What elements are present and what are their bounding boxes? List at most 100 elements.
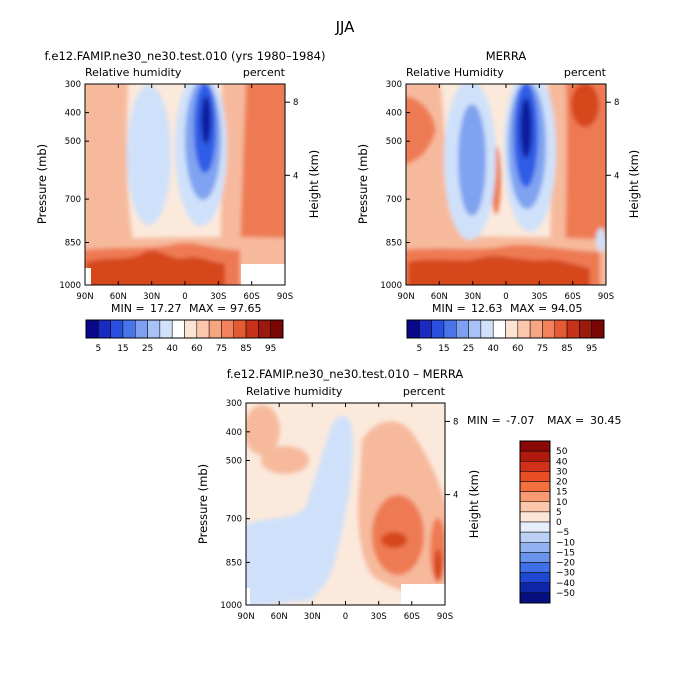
diff-min-value: -7.07 xyxy=(506,414,534,427)
legend-swatch xyxy=(270,319,284,339)
legend-tick-label: 40 xyxy=(166,344,178,354)
merra-max-label: MAX = xyxy=(510,302,547,315)
x-tick-label: 0 xyxy=(182,292,187,302)
merra-field-orange-south xyxy=(564,84,606,285)
diff-field-missing-north xyxy=(246,588,250,605)
legend-tick-label: 15 xyxy=(438,344,449,354)
legend-swatch xyxy=(98,319,111,339)
legend-tick-label: 50 xyxy=(556,447,568,457)
diff-y-tick-labels: 300 400 500 700 850 1000 xyxy=(220,399,242,611)
model-max-label: MAX = xyxy=(189,302,226,315)
x-tick-label: 60N xyxy=(431,292,448,302)
model-panel: f.e12.FAMIP.ne30_ne30.test.010 (yrs 1980… xyxy=(35,49,325,354)
x-tick-label: 60N xyxy=(271,612,288,622)
legend-tick-label: −15 xyxy=(556,548,575,558)
legend-tick-label: 60 xyxy=(512,344,524,354)
legend-swatch xyxy=(542,319,555,339)
model-left-label: Relative humidity xyxy=(85,66,182,79)
y-tick-label: 850 xyxy=(226,558,242,568)
model-y-tick-labels: 300 400 500 700 850 1000 xyxy=(59,80,81,291)
x-tick-label: 90N xyxy=(237,612,254,622)
diff-height-tick-labels: 84 xyxy=(453,417,458,500)
legend-tick-label: 40 xyxy=(556,457,568,467)
merra-min-label: MIN = xyxy=(432,302,466,315)
legend-frame xyxy=(85,319,284,339)
legend-tick-label: −20 xyxy=(556,559,575,569)
x-tick-label: 90S xyxy=(437,612,453,622)
diff-right-label: percent xyxy=(403,385,446,398)
merra-field-red-surface xyxy=(408,256,590,285)
height-tick-label: 8 xyxy=(614,98,619,108)
legend-tick-label: 5 xyxy=(556,508,562,518)
merra-ylabel: Pressure (mb) xyxy=(356,144,370,224)
y-tick-label: 400 xyxy=(386,109,402,119)
legend-swatch xyxy=(519,501,551,513)
height-tick-label: 4 xyxy=(293,171,298,181)
legend-swatch xyxy=(245,319,259,339)
merra-max-value: 94.05 xyxy=(551,302,583,315)
legend-swatch xyxy=(159,319,173,339)
y-tick-label: 500 xyxy=(226,457,242,467)
legend-swatch xyxy=(519,521,551,533)
diff-x-tick-labels: 90N 60N 30N 0 30S 60S 90S xyxy=(237,612,453,622)
y-tick-label: 850 xyxy=(386,239,402,249)
merra-field-deep-blue xyxy=(520,98,532,158)
model-height-tick-labels: 84 xyxy=(293,98,298,181)
diff-max-value: 30.45 xyxy=(590,414,622,427)
legend-swatch xyxy=(233,319,247,339)
legend-tick-label: 25 xyxy=(142,344,153,354)
legend-frame xyxy=(519,440,551,604)
model-field-missing-south xyxy=(241,264,285,285)
model-title: f.e12.FAMIP.ne30_ne30.test.010 (yrs 1980… xyxy=(45,49,326,63)
merra-y-tick-labels: 300 400 500 700 850 1000 xyxy=(380,80,402,291)
legend-tick-label: 85 xyxy=(561,344,572,354)
diff-field-pale-blue-band xyxy=(246,415,353,605)
legend-swatch xyxy=(258,319,271,339)
merra-panel: MERRA Relative Humidity percent xyxy=(356,49,641,354)
legend-tick-label: −50 xyxy=(556,589,575,599)
diff-ylabel-right: Height (km) xyxy=(467,470,481,539)
legend-swatch xyxy=(579,319,592,339)
merra-field-orange-north xyxy=(406,96,436,165)
legend-swatch xyxy=(456,319,469,339)
y-tick-label: 700 xyxy=(386,195,402,205)
legend-frame xyxy=(406,319,605,339)
legend-swatch xyxy=(519,491,551,502)
legend-swatch xyxy=(519,450,551,462)
model-ylabel: Pressure (mb) xyxy=(35,144,49,224)
diff-ticks xyxy=(245,402,450,606)
diff-field-salmon-north-top xyxy=(246,405,280,455)
y-tick-label: 500 xyxy=(65,137,81,147)
legend-swatch xyxy=(519,471,551,482)
y-tick-label: 400 xyxy=(65,109,81,119)
legend-swatch xyxy=(519,562,551,573)
legend-swatch xyxy=(171,319,185,339)
model-legend: 5 15 25 40 60 75 85 95 xyxy=(85,319,284,354)
merra-field xyxy=(406,84,606,285)
legend-tick-label: 85 xyxy=(240,344,251,354)
merra-x-tick-labels: 90N 60N 30N 0 30S 60S 90S xyxy=(397,292,614,302)
legend-swatch xyxy=(184,319,198,339)
height-tick-label: 4 xyxy=(614,171,619,181)
legend-tick-label: 40 xyxy=(487,344,499,354)
legend-swatch xyxy=(147,319,161,339)
legend-swatch xyxy=(519,511,551,523)
legend-swatch xyxy=(554,319,568,339)
legend-swatch xyxy=(519,582,551,594)
x-tick-label: 90S xyxy=(598,292,614,302)
legend-tick-label: 30 xyxy=(556,467,568,477)
diff-max-label: MAX = xyxy=(547,414,584,427)
legend-swatch xyxy=(110,319,124,339)
legend-tick-label: 75 xyxy=(537,344,548,354)
legend-tick-label: 15 xyxy=(556,488,567,498)
model-field xyxy=(85,84,285,285)
y-tick-label: 500 xyxy=(386,137,402,147)
x-tick-label: 30S xyxy=(371,612,387,622)
legend-swatch xyxy=(443,319,457,339)
merra-height-tick-labels: 84 xyxy=(614,98,619,181)
y-tick-label: 1000 xyxy=(59,281,81,291)
legend-swatch xyxy=(519,592,551,604)
diff-field-missing-south xyxy=(401,584,445,605)
legend-tick-label: −5 xyxy=(556,528,569,538)
